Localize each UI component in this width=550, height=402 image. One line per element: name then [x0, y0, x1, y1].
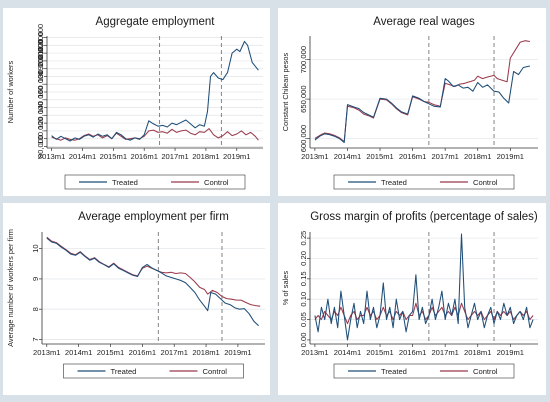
y-tick-label: 190,000	[36, 47, 45, 74]
x-tick-label: 2019m1	[497, 152, 524, 161]
series-line-treated	[314, 65, 531, 144]
legend-box	[63, 363, 244, 379]
legend-label: Treated	[381, 178, 407, 187]
x-tick-label: 2016m1	[129, 348, 156, 357]
x-tick-label: 2019m1	[497, 348, 524, 357]
legend: Treated Control	[333, 174, 515, 190]
x-tick-label: 2017m1	[431, 152, 458, 161]
x-tick-label: 2019m1	[223, 152, 250, 161]
y-tick-label: 180,000	[36, 55, 45, 82]
x-tick-label: 2015m1	[97, 348, 124, 357]
series-line-treated	[51, 40, 259, 142]
x-tick-label: 2014m1	[69, 152, 96, 161]
x-tick-label: 2017m1	[160, 348, 187, 357]
y-tick-label: 650,000	[299, 85, 308, 112]
x-tick-label: 2016m1	[399, 152, 426, 161]
y-tick-label: 160,000	[36, 70, 45, 97]
legend-box	[333, 174, 515, 190]
x-tick-label: 2018m1	[464, 152, 491, 161]
chart-panel-2: Average real wages 600,000 650,000 700,000 C…	[278, 8, 546, 196]
legend-label: Control	[203, 367, 228, 376]
y-tick-label: 7	[31, 337, 40, 341]
legend-label: Control	[204, 178, 229, 187]
legend-label: Control	[473, 367, 498, 376]
y-tick-label: 210,000	[36, 32, 45, 59]
legend-label: Treated	[112, 178, 138, 187]
x-tick-label: 2018m1	[192, 348, 219, 357]
chart-title: Gross margin of profits (percentage of s…	[310, 211, 538, 223]
panel-background	[278, 8, 546, 196]
legend-label: Treated	[111, 367, 137, 376]
x-tick-label: 2015m1	[366, 348, 393, 357]
x-tick-label: 2013m1	[301, 348, 328, 357]
y-axis-label: Number of workers	[6, 60, 15, 123]
y-tick-label: 10	[31, 244, 40, 252]
chart-panel-4: Gross margin of profits (percentage of s…	[278, 203, 546, 395]
legend-label: Control	[473, 178, 498, 187]
series-line-control	[51, 128, 259, 141]
chart-title: Aggregate employment	[96, 16, 216, 28]
x-tick-label: 2016m1	[130, 152, 157, 161]
y-tick-label: 8	[31, 307, 40, 311]
x-tick-label: 2014m1	[334, 152, 361, 161]
series-line-control	[314, 40, 530, 143]
y-tick-label: 0.25	[299, 231, 308, 246]
y-tick-label: 9	[31, 277, 40, 281]
legend: Treated Control	[63, 363, 244, 379]
y-tick-label: 220,000	[36, 24, 45, 51]
x-tick-label: 2014m1	[65, 348, 92, 357]
x-tick-label: 2014m1	[334, 348, 361, 357]
x-tick-label: 2018m1	[464, 348, 491, 357]
series-line-treated	[46, 237, 259, 327]
y-tick-label: 700,000	[299, 46, 308, 73]
legend-box	[333, 363, 515, 379]
y-axis-label: Constant Chilean pesos	[281, 52, 290, 131]
y-axis-label: Average number of workers per firm	[6, 229, 15, 347]
y-axis-label: % of sales	[281, 271, 290, 305]
y-tick-label: 100,000	[36, 117, 45, 144]
x-tick-label: 2016m1	[399, 348, 426, 357]
legend: Treated Control	[333, 363, 515, 379]
y-tick-label: 0.10	[299, 292, 308, 307]
y-tick-label: 80,000	[36, 135, 45, 158]
series-line-treated	[314, 233, 534, 341]
panel-background	[3, 8, 270, 196]
x-tick-label: 2013m1	[38, 152, 65, 161]
x-tick-label: 2015m1	[100, 152, 127, 161]
x-tick-label: 2013m1	[33, 348, 60, 357]
chart-title: Average employment per firm	[78, 211, 229, 223]
chart-title: Average real wages	[373, 16, 475, 28]
y-tick-label: 140,000	[36, 86, 45, 113]
panel-background	[3, 203, 270, 395]
y-tick-label: 0.05	[299, 312, 308, 327]
legend-box	[64, 174, 246, 190]
x-tick-label: 2019m1	[224, 348, 251, 357]
x-tick-label: 2013m1	[301, 152, 328, 161]
y-tick-label: 120,000	[36, 102, 45, 129]
chart-panel-1: Aggregate employment 80,000100,000120,000…	[3, 8, 270, 196]
chart-panel-3: Average employment per firm 7 8 9 10 Average …	[3, 203, 270, 395]
y-tick-label: 200,000	[36, 39, 45, 66]
legend: Treated Control	[64, 174, 246, 190]
x-tick-label: 2018m1	[192, 152, 219, 161]
x-tick-label: 2017m1	[161, 152, 188, 161]
y-tick-label: 0.15	[299, 271, 308, 286]
y-tick-label: 0.20	[299, 251, 308, 266]
y-tick-label: 600,000	[299, 125, 308, 152]
x-tick-label: 2015m1	[366, 152, 393, 161]
legend-label: Treated	[381, 367, 407, 376]
y-tick-label: 0.00	[299, 333, 308, 348]
x-tick-label: 2017m1	[431, 348, 458, 357]
